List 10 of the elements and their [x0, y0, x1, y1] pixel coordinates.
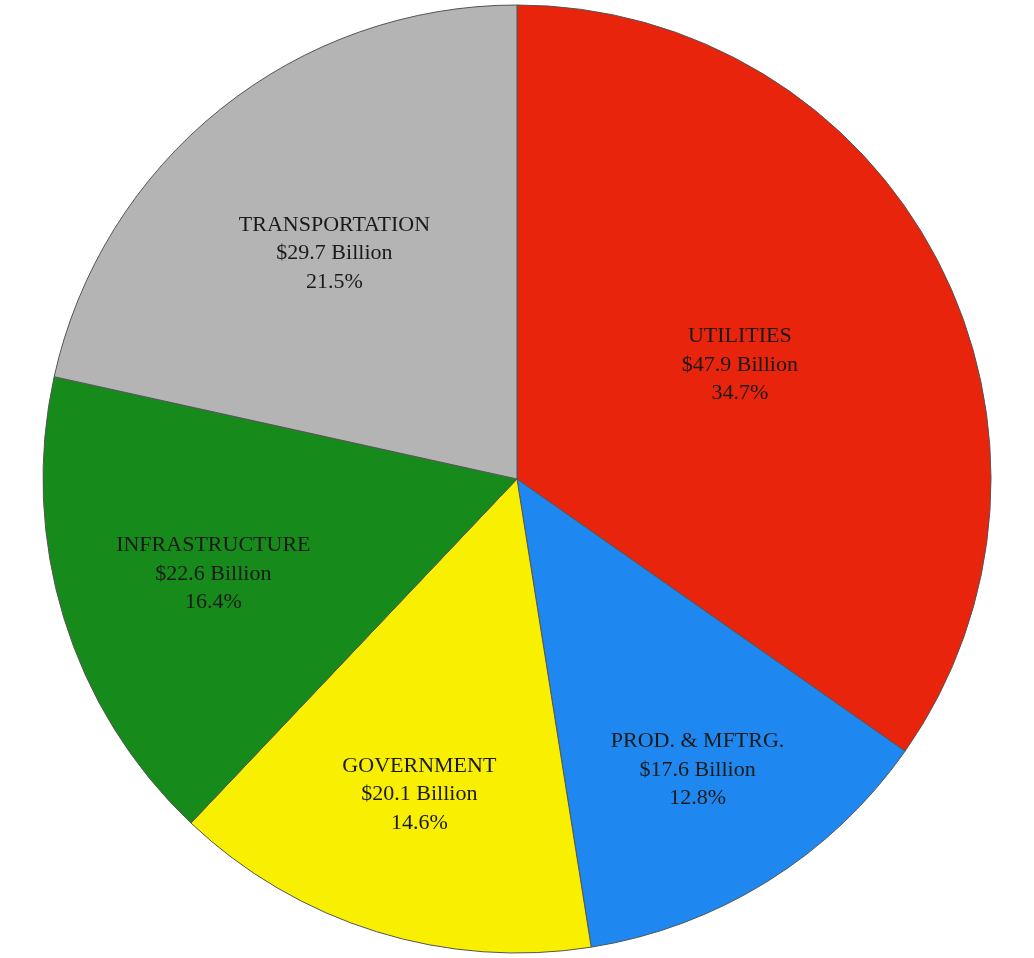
data-label: $17.6 Billion 12.8% — [639, 755, 756, 810]
slice-label: UTILITIES — [687, 322, 792, 348]
data-label: $29.7 Billion 21.5% — [276, 239, 393, 293]
slice-label: PROD. & MFTRG. — [610, 727, 785, 753]
data-label: $20.1 Billion 14.6% — [361, 780, 478, 835]
slice-label: GOVERNMENT — [342, 751, 497, 777]
data-label: $22.6 Billion 16.4% — [155, 559, 272, 614]
slice-label: TRANSPORTATION — [238, 210, 431, 236]
slice-label: INFRASTRUCTURE — [116, 530, 311, 556]
data-label: $47.9 Billion 34.7% — [681, 350, 798, 405]
